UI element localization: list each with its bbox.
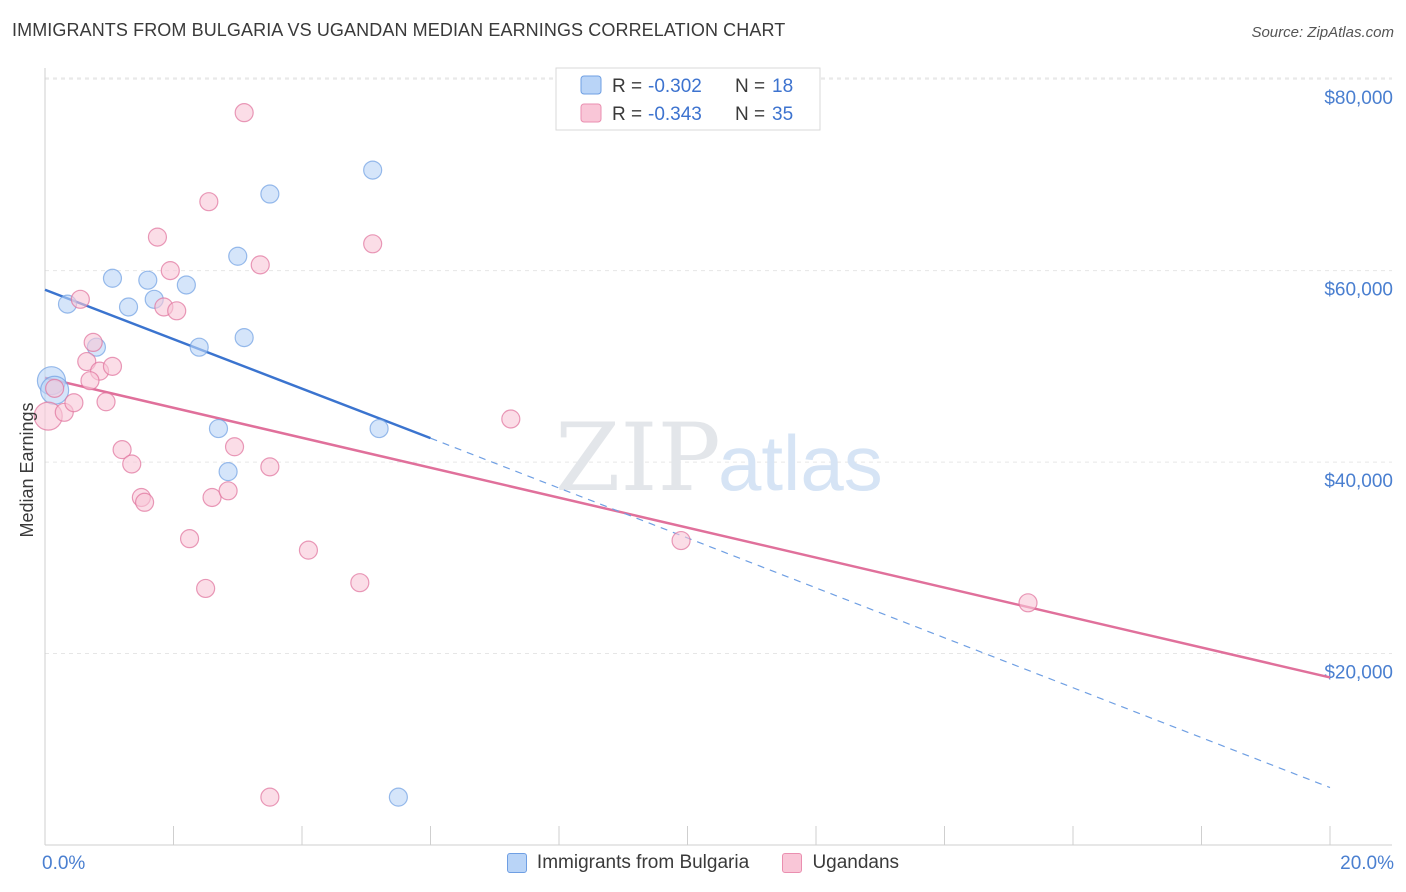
trend-lines	[44, 288, 1331, 789]
point-ugandans	[77, 351, 97, 372]
y-tick-label: $20,000	[1324, 663, 1393, 684]
legend-r-label: R =	[612, 76, 642, 97]
point-bulgaria	[102, 268, 123, 288]
point-ugandans	[501, 409, 521, 429]
point-ugandans	[218, 481, 238, 501]
point-bulgaria	[369, 418, 389, 439]
point-ugandans	[298, 540, 319, 560]
point-bulgaria	[234, 328, 254, 348]
point-ugandans	[260, 457, 280, 477]
legend-swatch	[580, 103, 602, 123]
legend-item-ugandans: Ugandans	[782, 852, 899, 874]
point-bulgaria	[228, 246, 248, 266]
legend-swatch-bulgaria	[506, 853, 527, 873]
point-ugandans	[250, 255, 270, 275]
point-ugandans	[179, 529, 200, 549]
chart-title: IMMIGRANTS FROM BULGARIA VS UGANDAN MEDI…	[12, 20, 786, 40]
y-tick-label: $80,000	[1324, 88, 1393, 109]
point-ugandans	[64, 393, 84, 413]
point-bulgaria	[176, 275, 196, 295]
legend-n-value: 35	[772, 104, 793, 125]
point-ugandans	[147, 227, 168, 247]
point-ugandans	[102, 356, 123, 376]
legend-label-ugandans: Ugandans	[812, 852, 900, 873]
point-bulgaria	[363, 160, 383, 180]
y-tick-label: $60,000	[1324, 280, 1393, 301]
point-ugandans	[122, 454, 142, 474]
legend-item-bulgaria: Immigrants from Bulgaria	[506, 852, 750, 874]
point-ugandans	[70, 289, 90, 309]
point-ugandans	[96, 392, 116, 412]
x-tick-label: 0.0%	[42, 853, 85, 874]
point-ugandans	[202, 487, 222, 508]
legend-r-value: -0.343	[648, 104, 702, 125]
legend-label-bulgaria: Immigrants from Bulgaria	[536, 852, 750, 873]
point-ugandans	[80, 371, 100, 391]
point-ugandans	[350, 573, 370, 593]
y-axis-label: Median Earnings	[17, 402, 37, 537]
watermark: ZIP atlas	[555, 404, 883, 513]
point-ugandans	[83, 332, 103, 353]
series-legend: Immigrants from Bulgaria Ugandans	[0, 852, 1406, 879]
grid-lines	[45, 77, 1392, 655]
point-bulgaria	[208, 418, 229, 439]
point-bulgaria	[189, 337, 209, 357]
point-ugandans	[363, 234, 383, 254]
point-ugandans	[260, 787, 280, 807]
data-points	[33, 103, 1038, 807]
legend-n-label: N =	[735, 104, 765, 125]
legend-n-label: N =	[735, 76, 765, 97]
point-bulgaria	[118, 297, 139, 317]
legend-r-label: R =	[612, 104, 642, 125]
legend-n-value: 18	[772, 76, 793, 97]
trend-line-bulgaria	[44, 288, 431, 440]
point-ugandans	[160, 261, 180, 281]
point-bulgaria	[218, 462, 238, 482]
point-bulgaria	[138, 270, 158, 290]
point-bulgaria	[260, 184, 280, 204]
stats-legend: R = -0.302 N = 18 R = -0.343 N = 35	[555, 67, 821, 131]
point-ugandans	[199, 192, 219, 212]
source-credit: Source: ZipAtlas.com	[1251, 24, 1394, 41]
point-ugandans	[112, 440, 132, 460]
point-ugandans	[45, 378, 65, 398]
point-ugandans	[671, 530, 691, 551]
legend-r-value: -0.302	[648, 76, 702, 97]
watermark-atlas: atlas	[718, 419, 883, 507]
y-tick-label: $40,000	[1324, 471, 1393, 492]
legend-swatch-ugandans	[782, 853, 803, 873]
point-bulgaria	[388, 787, 408, 807]
trend-line-bulgaria-extension	[430, 437, 1331, 789]
point-ugandans	[234, 103, 254, 123]
point-ugandans	[167, 301, 187, 321]
point-ugandans	[224, 437, 245, 457]
point-ugandans	[1018, 593, 1038, 613]
point-ugandans	[196, 578, 216, 599]
watermark-zip: ZIP	[555, 404, 721, 513]
legend-swatch	[580, 75, 602, 95]
point-ugandans	[134, 492, 155, 512]
trend-line-ugandans	[44, 376, 1331, 679]
x-tick-label: 20.0%	[1340, 853, 1394, 874]
axes: $20,000 $40,000 $60,000 $80,000 0.0% 20.0%	[42, 68, 1394, 874]
